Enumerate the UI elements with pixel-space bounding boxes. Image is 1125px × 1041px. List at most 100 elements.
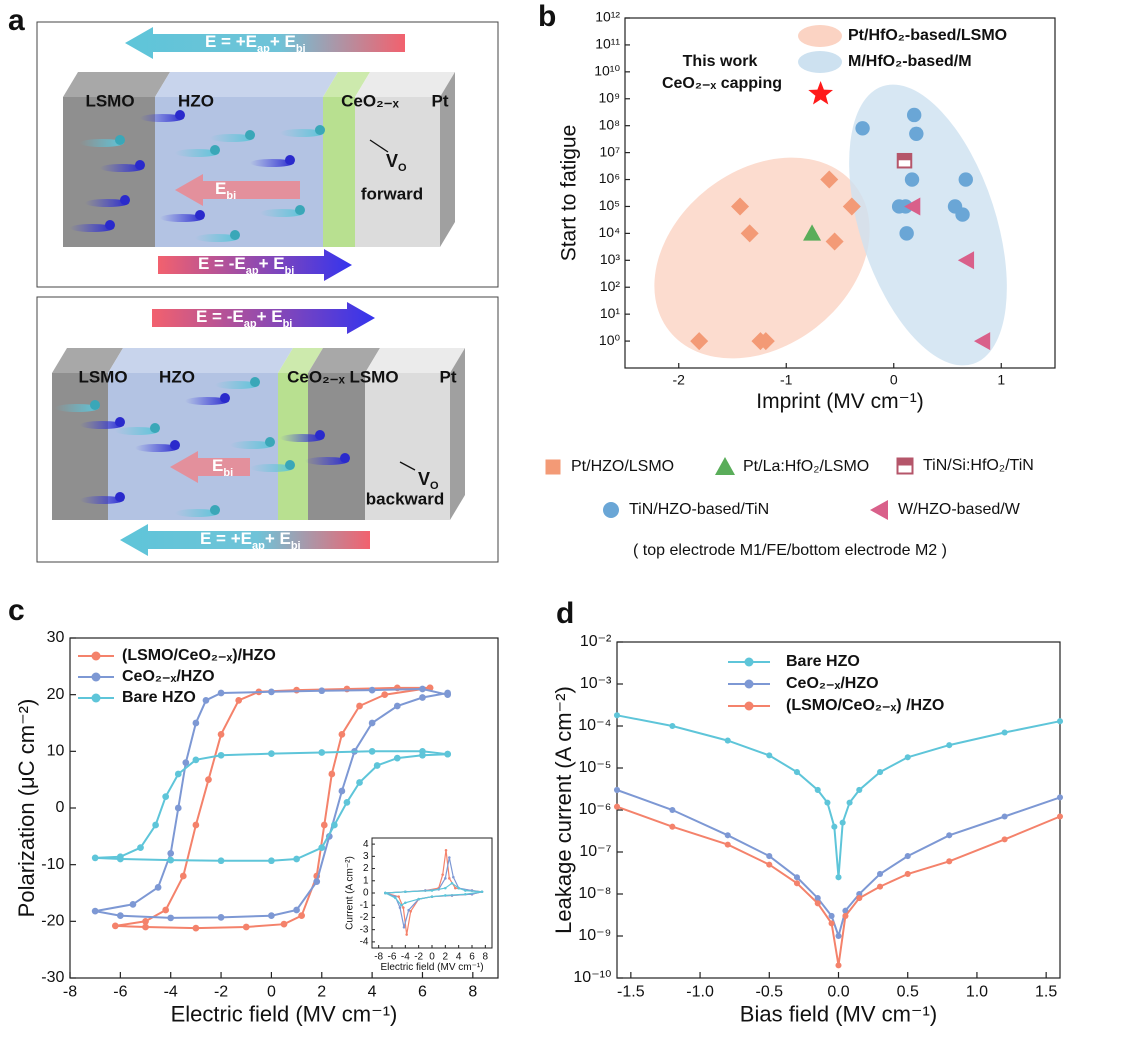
marker — [904, 172, 920, 187]
y-tick-label: 20 — [47, 686, 65, 703]
x-tick-label: 6 — [418, 984, 427, 1001]
marker — [824, 799, 831, 806]
y-tick-label: 30 — [47, 629, 65, 646]
y-tick-label: 10¹² — [595, 9, 620, 25]
marker — [430, 889, 434, 892]
x-tick-label: -2 — [214, 984, 228, 1001]
label-part: ap — [244, 318, 257, 330]
y-tick-label: 10⁰ — [599, 332, 621, 348]
x-tick-label: 8 — [483, 952, 489, 963]
region — [654, 157, 870, 359]
x-tick-label: 4 — [456, 952, 462, 963]
y-tick-label: 10⁻⁸ — [578, 885, 611, 902]
marker — [846, 799, 853, 806]
legend-label: Pt/HZO/LSMO — [571, 458, 674, 475]
marker — [154, 883, 162, 891]
x-tick-label: -0.5 — [755, 984, 783, 1001]
vacancy-tail — [160, 214, 204, 222]
marker — [328, 770, 336, 778]
marker — [724, 841, 731, 848]
marker — [957, 251, 975, 270]
panel-label: a — [8, 4, 25, 37]
x-tick-label: -2 — [673, 371, 686, 387]
label: VO — [418, 469, 439, 492]
marker — [814, 900, 821, 907]
marker — [405, 933, 408, 936]
marker — [740, 224, 759, 243]
y-tick-label: -30 — [41, 969, 64, 986]
marker — [384, 891, 387, 895]
vacancy-tail — [305, 457, 349, 465]
label: E = +Eap+ Ebi — [205, 32, 306, 54]
vacancy — [265, 437, 275, 447]
y-tick-label: 10¹⁰ — [594, 63, 620, 79]
marker — [192, 821, 200, 829]
vacancy — [135, 160, 145, 170]
marker — [407, 908, 410, 912]
marker — [293, 855, 300, 863]
marker — [831, 823, 838, 830]
marker — [855, 121, 870, 136]
panel-label: c — [8, 594, 25, 627]
marker — [404, 890, 407, 894]
legend-label: Pt/HfO₂-based/LSMO — [848, 27, 1007, 44]
y-tick-label: 2 — [363, 863, 369, 874]
label-part: E = +E — [200, 529, 252, 548]
marker — [142, 917, 149, 925]
layer-top — [155, 72, 338, 97]
marker — [876, 870, 884, 878]
marker — [1001, 836, 1008, 843]
marker — [835, 932, 842, 940]
marker — [338, 730, 346, 738]
label-part: bi — [283, 318, 293, 330]
legend-marker — [91, 651, 101, 661]
y-tick-label: 0 — [363, 888, 369, 899]
layer-label: LSMO — [349, 367, 398, 386]
marker — [444, 689, 452, 697]
vacancy-tail — [175, 149, 219, 157]
marker — [1001, 813, 1008, 820]
x-tick-label: 0 — [429, 952, 435, 963]
vacancy-tail — [250, 159, 294, 167]
field-arrow — [125, 27, 405, 59]
vacancy-tail — [185, 397, 229, 405]
vacancy-tail — [140, 114, 184, 122]
marker — [419, 685, 426, 693]
vacancy-note: backward — [366, 489, 444, 508]
marker — [731, 197, 750, 216]
legend-marker — [744, 701, 754, 711]
y-tick-label: 10⁻² — [580, 633, 612, 650]
legend-label: M/HfO₂-based/M — [848, 53, 972, 70]
label-part: ap — [252, 540, 265, 552]
vacancy — [115, 417, 125, 427]
label-part: bi — [296, 43, 306, 55]
vacancy-tail — [280, 129, 324, 137]
marker — [766, 861, 773, 868]
legend-label: Pt/La:HfO₂/LSMO — [743, 458, 869, 475]
marker — [756, 332, 775, 351]
marker — [904, 197, 921, 216]
label-part: E — [215, 179, 226, 198]
layer-front — [365, 373, 450, 520]
marker — [946, 742, 953, 749]
layer-top — [63, 72, 170, 97]
marker — [958, 172, 973, 187]
legend-label: W/HZO-based/W — [898, 501, 1021, 518]
legend-label: CeO₂₋ₓ/HZO — [786, 675, 879, 692]
y-tick-label: 10³ — [600, 251, 621, 267]
y-tick-label: 10 — [47, 743, 65, 760]
layer-label: CeO₂₋ₓ — [287, 367, 345, 386]
layer-top — [355, 72, 455, 97]
vacancy-tail — [80, 496, 124, 504]
panel-label: b — [538, 0, 556, 33]
marker — [856, 895, 863, 902]
x-tick-label: -6 — [388, 952, 397, 963]
marker — [368, 719, 376, 727]
x-axis-label: Electric field (MV cm⁻¹) — [380, 962, 483, 973]
vacancy — [120, 195, 130, 205]
vacancy — [315, 125, 325, 135]
marker-fill — [897, 458, 913, 466]
label: Ebi — [215, 179, 236, 201]
x-tick-label: -1 — [780, 371, 793, 387]
label-part: + E — [265, 529, 291, 548]
